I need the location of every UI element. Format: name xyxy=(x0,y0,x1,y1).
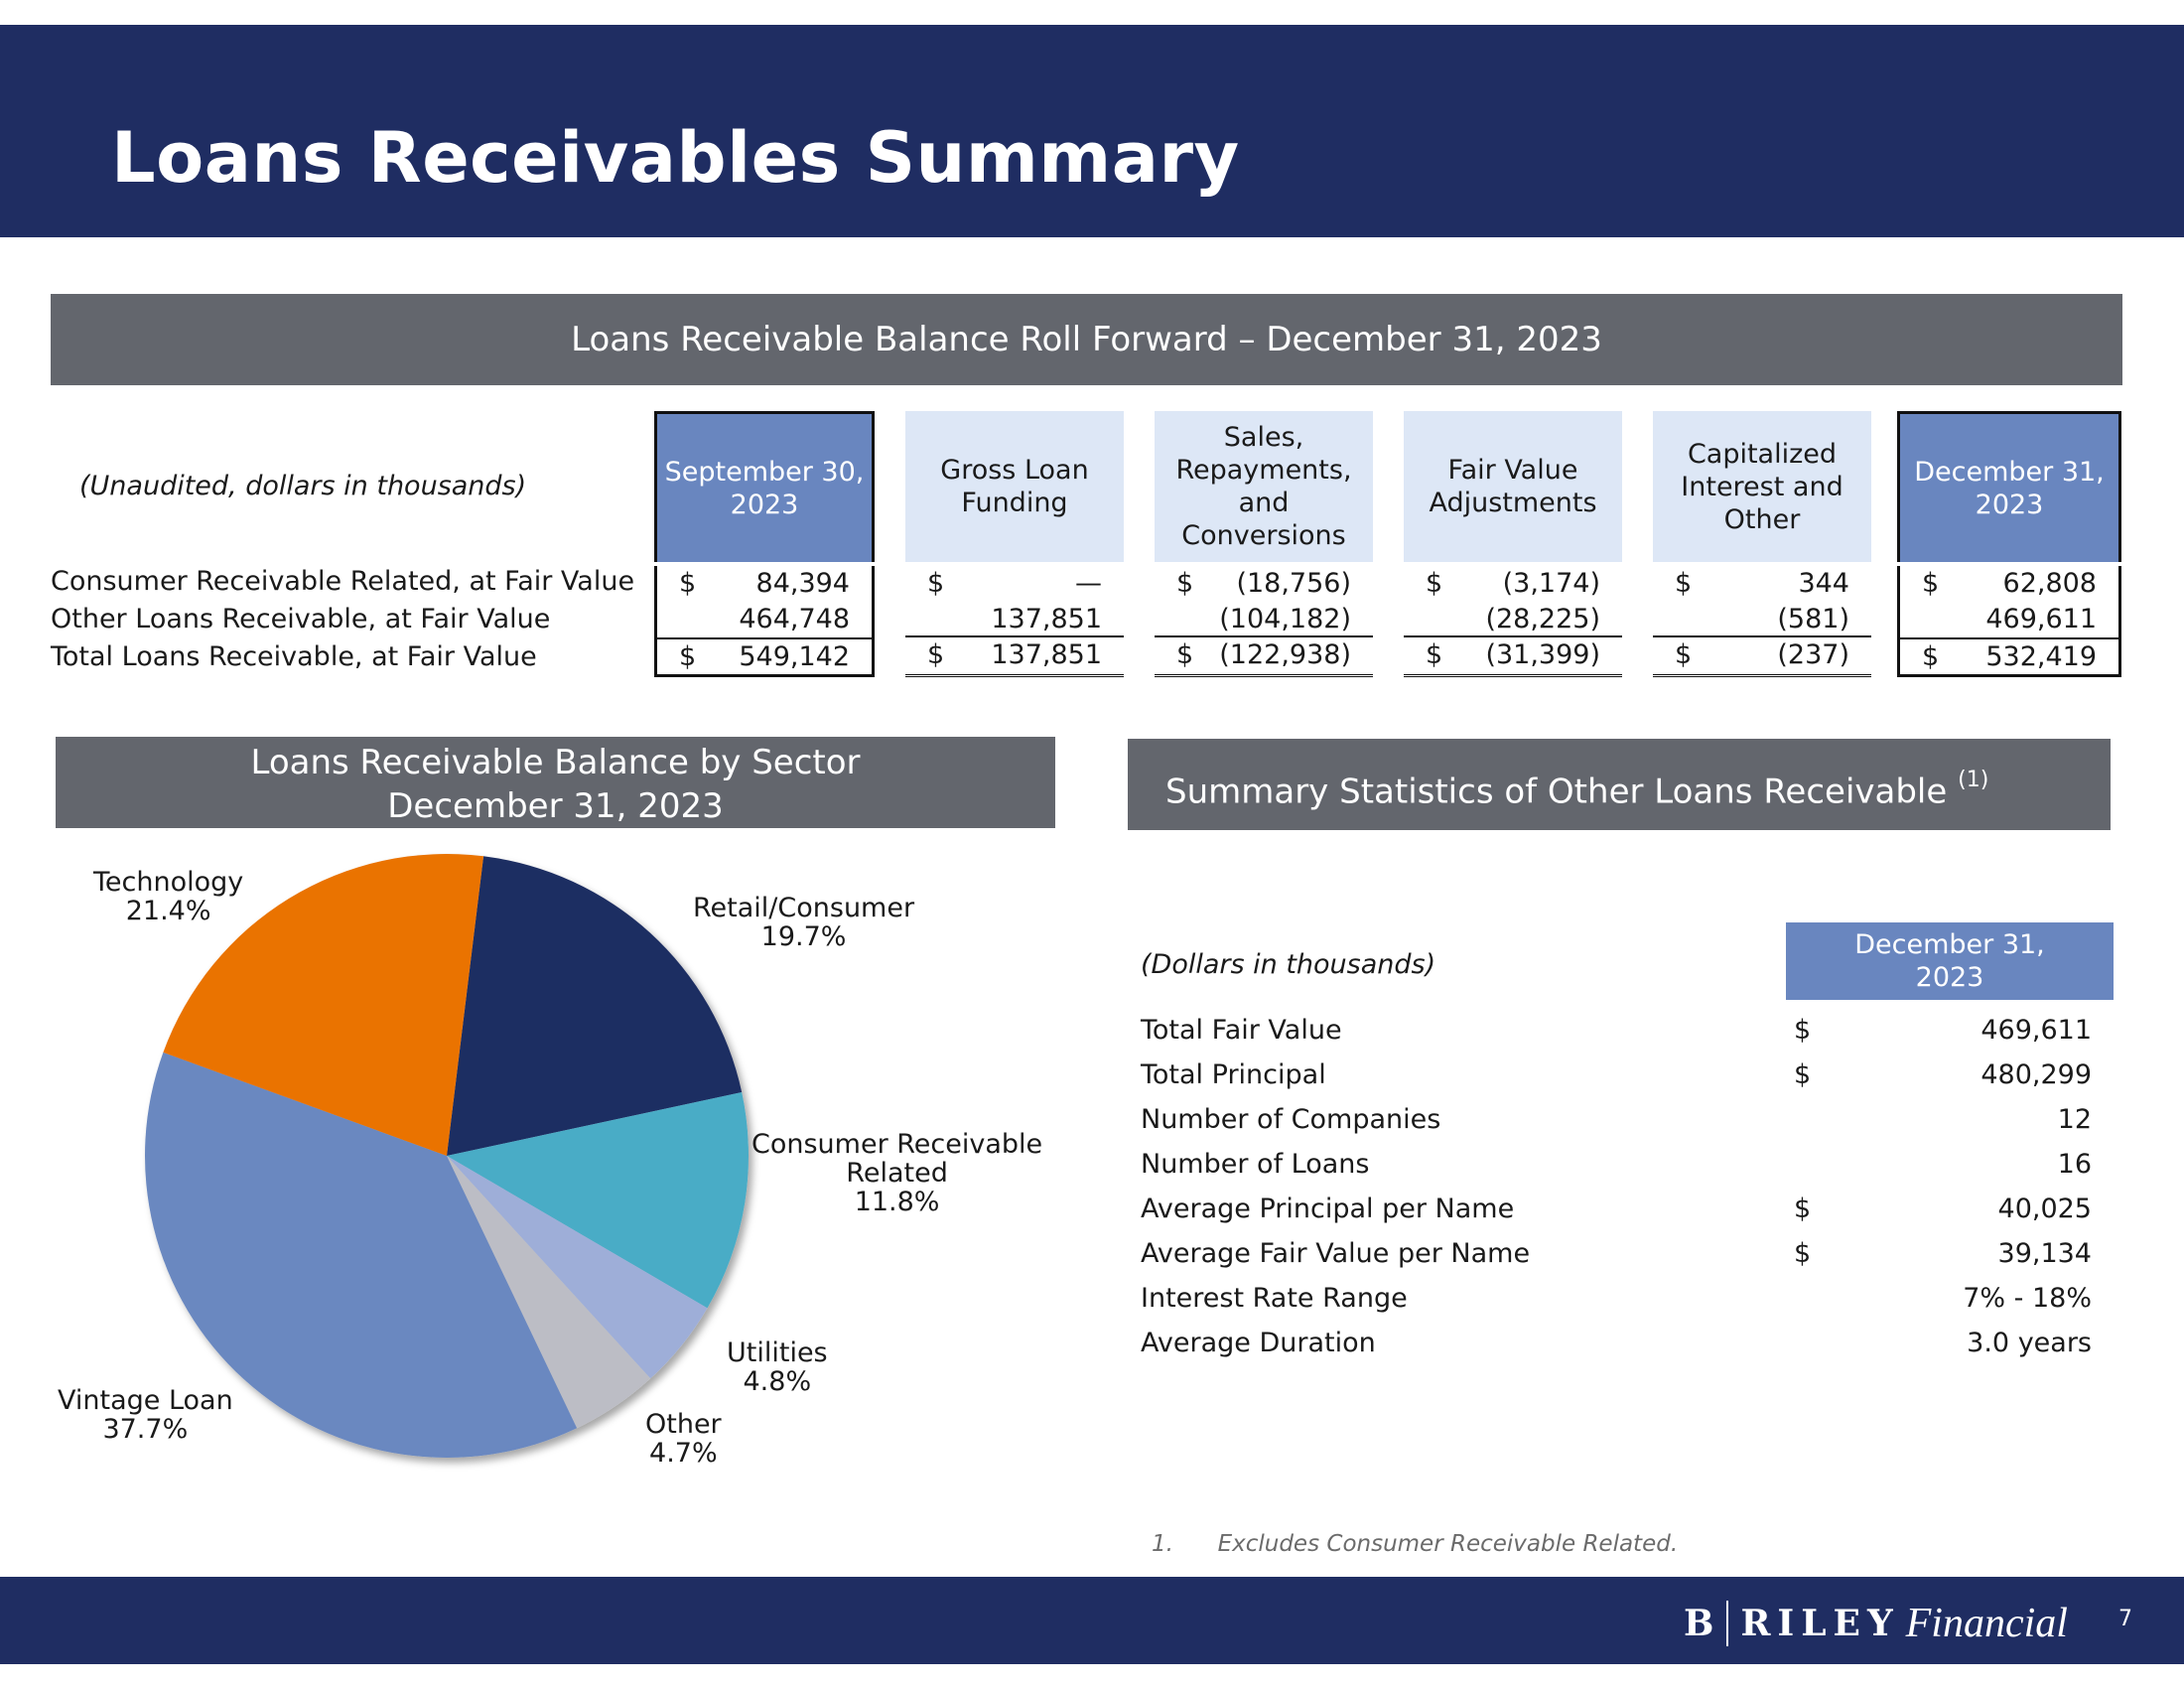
row-label-total: Total Loans Receivable, at Fair Value xyxy=(51,641,537,672)
stat-value: 12 xyxy=(2057,1104,2092,1135)
stats-title: Summary Statistics of Other Loans Receiv… xyxy=(1128,739,2111,830)
stat-value: 469,611 xyxy=(1980,1015,2092,1046)
cell-other-cap: (581) xyxy=(1653,602,1871,637)
stat-symbol: $ xyxy=(1794,1059,1812,1090)
title-banner xyxy=(0,25,2184,237)
stat-value: 3.0 years xyxy=(1967,1328,2092,1358)
stat-value: 40,025 xyxy=(1997,1194,2092,1224)
col-header-fair-value-adj: Fair Value Adjustments xyxy=(1404,411,1622,562)
pie-slice-retail-consumer xyxy=(447,856,743,1156)
row-label-other-loans: Other Loans Receivable, at Fair Value xyxy=(51,604,551,634)
sector-title-line1: Loans Receivable Balance by Sector xyxy=(250,743,861,782)
stat-label: Interest Rate Range xyxy=(1141,1283,1408,1314)
stat-symbol: $ xyxy=(1794,1015,1812,1046)
col-header-sep-2023: September 30, 2023 xyxy=(654,411,875,562)
roll-forward-unit-note: (Unaudited, dollars in thousands) xyxy=(79,471,527,501)
footnote-text: Excludes Consumer Receivable Related. xyxy=(1217,1531,1679,1557)
col-header-dec-2023: December 31, 2023 xyxy=(1897,411,2121,562)
cell-consumer-gross: $ — xyxy=(927,568,1102,599)
cell-total-sep: $549,142 xyxy=(654,637,875,677)
stat-label: Average Fair Value per Name xyxy=(1141,1238,1531,1269)
stats-col-header: December 31, 2023 xyxy=(1786,922,2114,1000)
sector-pie-chart xyxy=(144,854,750,1459)
cell-total-gross: $137,851 xyxy=(905,637,1124,677)
page-number: 7 xyxy=(2118,1607,2132,1631)
cell-other-sales: (104,182) xyxy=(1155,602,1373,637)
stats-unit-note: (Dollars in thousands) xyxy=(1141,949,1436,980)
pie-slice-technology xyxy=(163,854,484,1156)
pie-slice-other xyxy=(447,1156,651,1429)
pie-label-retail: Retail/Consumer 19.7% xyxy=(693,893,915,952)
stat-label: Number of Loans xyxy=(1141,1149,1370,1180)
cell-other-gross: 137,851 xyxy=(905,602,1124,637)
stat-value: 7% - 18% xyxy=(1963,1283,2092,1314)
footer-bar xyxy=(0,1577,2184,1664)
stat-label: Average Principal per Name xyxy=(1141,1194,1515,1224)
cell-consumer-sep: $84,394 xyxy=(654,566,875,602)
stat-value: 480,299 xyxy=(1980,1059,2092,1090)
roll-forward-title: Loans Receivable Balance Roll Forward – … xyxy=(51,294,2122,385)
stat-label: Total Principal xyxy=(1141,1059,1326,1090)
cell-consumer-fv: $ (3,174) xyxy=(1426,568,1600,599)
stat-label: Number of Companies xyxy=(1141,1104,1441,1135)
col-header-capitalized-interest: Capitalized Interest and Other xyxy=(1653,411,1871,562)
cell-other-sep: 464,748 xyxy=(654,602,875,639)
cell-other-dec: 469,611 xyxy=(1897,602,2121,639)
cell-total-sales: $ (122,938) xyxy=(1155,637,1373,677)
cell-consumer-cap: $344 xyxy=(1675,568,1849,599)
stat-symbol: $ xyxy=(1794,1194,1812,1224)
col-header-gross-loan-funding: Gross Loan Funding xyxy=(905,411,1124,562)
sector-title-line2: December 31, 2023 xyxy=(387,786,724,826)
footnote: 1. Excludes Consumer Receivable Related. xyxy=(1152,1531,1678,1557)
pie-label-technology: Technology 21.4% xyxy=(93,867,244,926)
row-label-consumer: Consumer Receivable Related, at Fair Val… xyxy=(51,566,635,597)
sector-title: Loans Receivable Balance by Sector Decem… xyxy=(56,737,1055,828)
stat-symbol: $ xyxy=(1794,1238,1812,1269)
footnote-number: 1. xyxy=(1152,1531,1173,1557)
cell-consumer-sales: $ (18,756) xyxy=(1176,568,1351,599)
pie-label-other: Other 4.7% xyxy=(645,1409,722,1469)
cell-total-cap: $ (237) xyxy=(1653,637,1871,677)
cell-total-dec: $532,419 xyxy=(1897,637,2121,677)
stat-value: 39,134 xyxy=(1997,1238,2092,1269)
page-title: Loans Receivables Summary xyxy=(111,117,1240,199)
cell-other-fv: (28,225) xyxy=(1404,602,1622,637)
pie-slice-consumer-receivable-related xyxy=(447,1092,750,1309)
pie-slice-vintage-loan xyxy=(144,1052,578,1459)
stat-value: 16 xyxy=(2057,1149,2092,1180)
pie-label-consumer-receivable: Consumer Receivable Related 11.8% xyxy=(751,1129,1043,1217)
col-header-sales-repayments: Sales, Repayments, and Conversions xyxy=(1155,411,1373,562)
stat-label: Total Fair Value xyxy=(1141,1015,1342,1046)
stat-label: Average Duration xyxy=(1141,1328,1376,1358)
pie-label-vintage: Vintage Loan 37.7% xyxy=(58,1385,233,1445)
company-logo: B RILEY Financial xyxy=(1684,1601,2068,1646)
pie-slice-utilities xyxy=(447,1156,708,1379)
pie-label-utilities: Utilities 4.8% xyxy=(727,1337,828,1397)
cell-total-fv: $ (31,399) xyxy=(1404,637,1622,677)
cell-consumer-dec: $62,808 xyxy=(1897,566,2121,602)
